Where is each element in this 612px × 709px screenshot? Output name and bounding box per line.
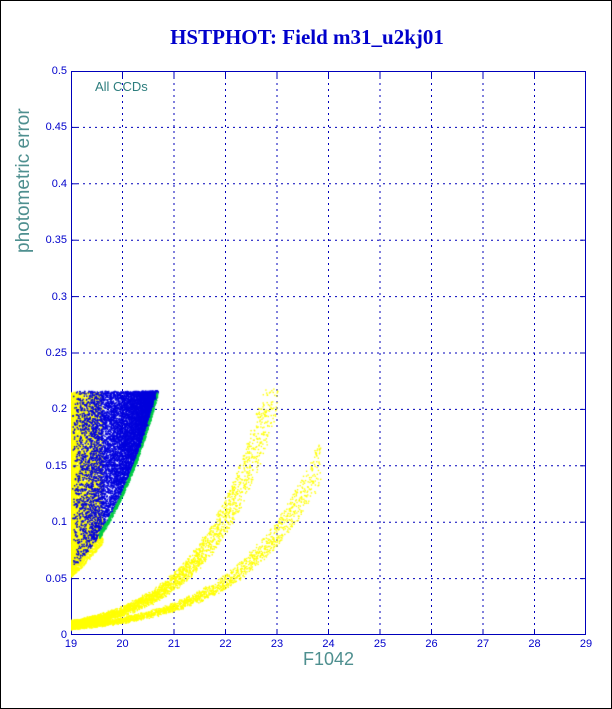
x-axis-label: F1042 — [302, 649, 355, 669]
chart-title: HSTPHOT: Field m31_u2kj01 — [170, 25, 444, 49]
x-tick-label: 28 — [528, 638, 541, 650]
x-tick-label: 25 — [373, 638, 387, 650]
y-tick-label: 0.25 — [45, 347, 67, 359]
y-tick-label: 0.1 — [51, 516, 67, 529]
scatter-points — [71, 71, 586, 635]
x-tick-label: 21 — [167, 638, 181, 650]
y-tick-label: 0.3 — [51, 290, 67, 303]
x-tick-label: 27 — [476, 638, 490, 650]
plot-area: All CCDs — [71, 71, 586, 635]
y-tick-label: 0.15 — [45, 459, 67, 472]
x-tick-label: 29 — [579, 638, 593, 650]
x-tick-label: 20 — [116, 638, 129, 650]
y-tick-label: 0.05 — [45, 572, 67, 585]
y-tick-label: 0.4 — [51, 177, 67, 190]
ccd-annotation: All CCDs — [95, 79, 148, 94]
x-tick-label: 23 — [270, 638, 284, 650]
x-tick-label: 24 — [322, 638, 335, 650]
y-tick-label: 0.2 — [51, 403, 67, 416]
y-tick-label: 0 — [60, 629, 67, 641]
y-tick-label: 0.45 — [45, 121, 67, 134]
y-tick-label: 0.5 — [51, 65, 67, 77]
x-tick-label: 26 — [425, 638, 438, 650]
x-tick-label: 19 — [64, 638, 78, 650]
y-tick-label: 0.35 — [45, 234, 67, 247]
x-tick-label: 22 — [219, 638, 232, 650]
